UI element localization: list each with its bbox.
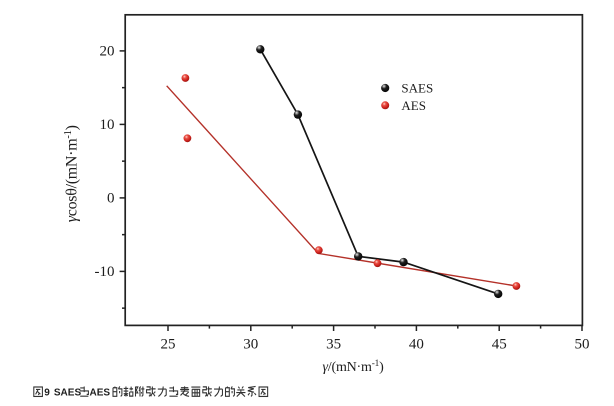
svg-text:45: 45 bbox=[492, 336, 507, 352]
svg-text:AES: AES bbox=[90, 388, 111, 399]
svg-text:AES: AES bbox=[401, 98, 426, 113]
svg-text:30: 30 bbox=[243, 336, 258, 352]
svg-text:25: 25 bbox=[161, 336, 176, 352]
svg-text:9: 9 bbox=[44, 388, 50, 399]
svg-text:-10: -10 bbox=[95, 264, 115, 280]
svg-text:50: 50 bbox=[575, 336, 590, 352]
svg-text:40: 40 bbox=[409, 336, 424, 352]
svg-text:γ/(mN·m-1): γ/(mN·m-1) bbox=[322, 359, 384, 375]
svg-text:10: 10 bbox=[100, 117, 115, 133]
svg-text:0: 0 bbox=[107, 191, 115, 207]
svg-text:20: 20 bbox=[100, 44, 115, 60]
svg-text:γcosθ/(mN·m-1): γcosθ/(mN·m-1) bbox=[63, 125, 80, 222]
svg-text:SAES: SAES bbox=[401, 80, 433, 95]
svg-text:SAES: SAES bbox=[54, 388, 82, 399]
svg-text:35: 35 bbox=[326, 336, 341, 352]
